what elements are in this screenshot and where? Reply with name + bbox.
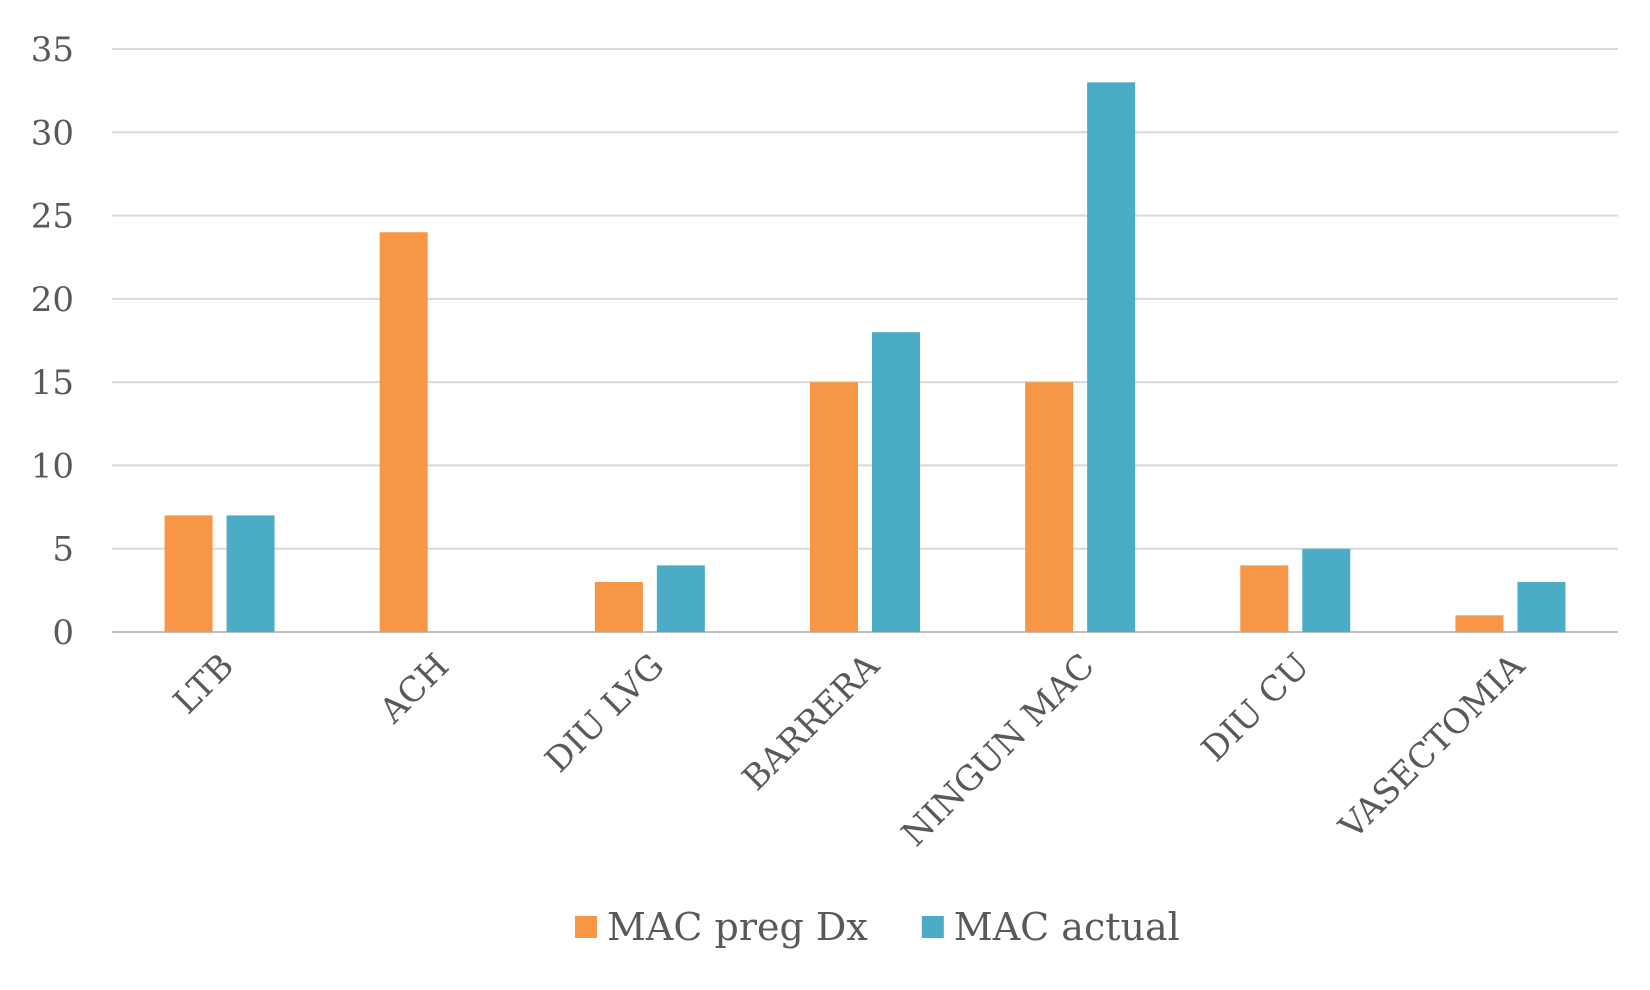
bar-mac-actual-vasectomia	[1517, 582, 1566, 632]
bars	[164, 82, 1566, 633]
bar-mac-preg-dx-barrera	[810, 382, 858, 632]
legend: MAC preg Dx MAC actual	[575, 905, 1180, 949]
y-tick-label: 10	[31, 446, 74, 486]
y-tick-label: 0	[52, 613, 74, 653]
x-category-label: BARRERA	[735, 646, 888, 799]
x-axis-category-labels: LTB ACH DIU LVG BARRERA NINGUN MAC DIU CU VASE…	[166, 646, 1533, 855]
bar-mac-preg-dx-ltb	[164, 515, 213, 632]
legend-label: MAC preg Dx	[607, 905, 868, 949]
legend-swatch	[921, 916, 944, 938]
bar-mac-preg-dx-ningun-mac	[1025, 382, 1074, 632]
bar-mac-actual-diu-lvg	[656, 565, 705, 632]
bar-mac-preg-dx-ach	[379, 232, 428, 632]
bar-mac-actual-barrera	[872, 332, 920, 632]
x-category-label: DIU LVG	[538, 646, 673, 781]
y-tick-label: 20	[31, 280, 74, 320]
bar-mac-preg-dx-diu-lvg	[594, 582, 643, 632]
y-tick-label: 25	[31, 197, 74, 237]
y-tick-label: 30	[31, 113, 74, 153]
x-category-label: LTB	[166, 646, 242, 722]
bar-mac-preg-dx-diu-cu	[1240, 565, 1289, 632]
bar-mac-preg-dx-vasectomia	[1455, 615, 1504, 632]
x-category-label: NINGUN MAC	[894, 646, 1102, 854]
bar-mac-actual-diu-cu	[1302, 548, 1351, 632]
bar-mac-actual-ningun-mac	[1087, 82, 1136, 633]
bar-mac-actual-ltb	[226, 515, 275, 632]
legend-label: MAC actual	[954, 905, 1180, 949]
x-category-label: DIU CU	[1194, 646, 1318, 770]
legend-swatch	[575, 916, 597, 938]
y-tick-label: 15	[31, 363, 74, 403]
y-tick-label: 35	[31, 30, 74, 70]
y-axis-tick-labels: 0 5 10 15 20 25 30 35	[31, 30, 74, 653]
y-tick-label: 5	[52, 530, 74, 570]
x-category-label: ACH	[371, 646, 457, 732]
x-category-label: VASECTOMIA	[1331, 646, 1533, 848]
gridlines	[112, 48, 1618, 633]
